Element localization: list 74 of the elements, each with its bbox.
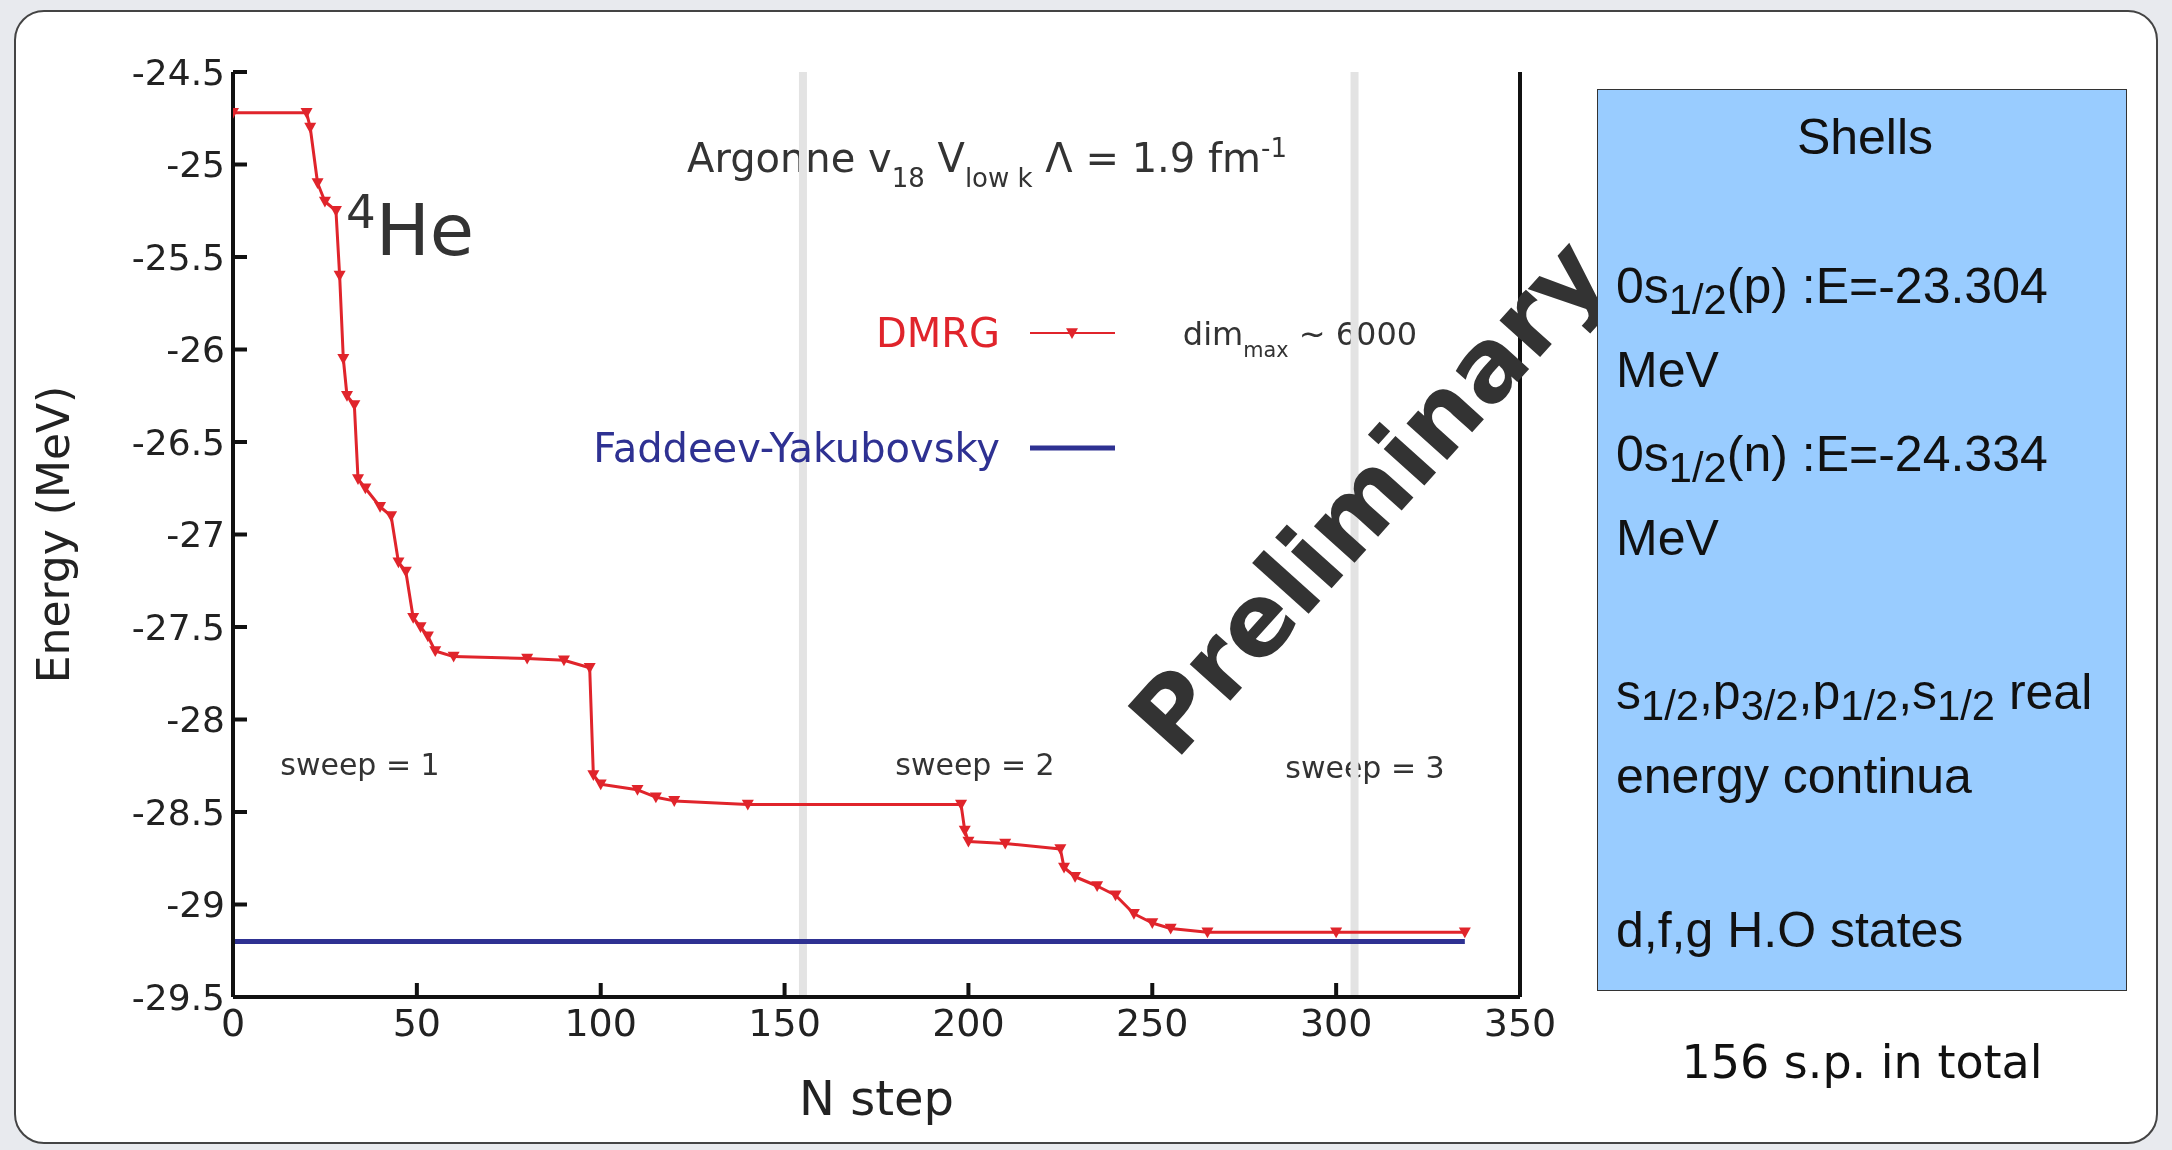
point bbox=[1054, 844, 1067, 855]
y-tick-label: -25.5 bbox=[131, 236, 225, 278]
text: 0s$_{1/2}$(p) :E=-23.304 MeV bbox=[1616, 258, 2048, 398]
y-tick-label: -25 bbox=[166, 144, 225, 186]
point bbox=[557, 655, 570, 667]
point bbox=[587, 770, 600, 781]
point bbox=[741, 799, 754, 811]
y-tick-label: -29 bbox=[166, 884, 225, 926]
x-tick-label: 250 bbox=[1116, 1000, 1189, 1045]
point bbox=[348, 400, 361, 411]
text: 0s$_{1/2}$(n) :E=-24.334 MeV bbox=[1616, 426, 2048, 566]
point bbox=[399, 566, 412, 578]
text: Shells bbox=[1796, 109, 1934, 165]
point bbox=[392, 557, 405, 569]
x-tick-label: 100 bbox=[564, 1000, 637, 1045]
point bbox=[300, 107, 313, 119]
text: Argonne v$_{18}$ V$_{low k}$ Λ = 1.9 fm$^{-1}$ bbox=[687, 132, 1287, 193]
y-tick-label: -26.5 bbox=[131, 421, 225, 463]
point bbox=[340, 390, 353, 402]
x-tick-label: 200 bbox=[932, 1000, 1005, 1045]
point bbox=[962, 836, 975, 848]
point bbox=[594, 779, 607, 791]
point bbox=[359, 483, 372, 495]
x-tick-label: 50 bbox=[392, 1000, 442, 1045]
y-tick-label: -27.5 bbox=[131, 606, 225, 648]
point bbox=[958, 825, 971, 837]
y-tick-label: -29.5 bbox=[131, 976, 225, 1018]
x-tick-label: 300 bbox=[1299, 1000, 1373, 1045]
point bbox=[421, 631, 434, 643]
annotation: sweep = 2 bbox=[895, 747, 1055, 782]
point bbox=[318, 196, 331, 208]
point bbox=[311, 178, 324, 189]
point bbox=[429, 646, 442, 658]
y-tick-label: -26 bbox=[166, 329, 225, 371]
point bbox=[385, 511, 398, 522]
point bbox=[1058, 862, 1071, 874]
y-tick-label: -27 bbox=[166, 514, 225, 556]
point bbox=[352, 474, 365, 485]
point bbox=[1069, 871, 1082, 883]
annotation: $^{4}$He bbox=[345, 185, 475, 272]
point bbox=[1091, 881, 1104, 892]
legend-label: Faddeev-Yakubovsky bbox=[593, 424, 1000, 471]
point bbox=[631, 785, 644, 796]
point bbox=[955, 799, 968, 811]
y-tick-label: -28.5 bbox=[131, 791, 225, 833]
point bbox=[337, 353, 350, 365]
point bbox=[583, 662, 596, 674]
text: d,f,g H.O states bbox=[1616, 902, 1964, 958]
x-tick-label: 150 bbox=[748, 1000, 821, 1045]
point bbox=[668, 796, 681, 807]
text: s$_{1/2}$,p$_{3/2}$,p$_{1/2}$,s$_{1/2}$ real energy continua bbox=[1616, 664, 2093, 804]
text: 156 s.p. in total bbox=[1681, 1035, 2043, 1089]
point bbox=[407, 612, 420, 624]
point bbox=[374, 501, 387, 513]
point bbox=[649, 792, 662, 804]
y-tick-label: -28 bbox=[166, 699, 225, 741]
point bbox=[1164, 923, 1177, 935]
point bbox=[1458, 927, 1471, 939]
point bbox=[1127, 908, 1140, 920]
point bbox=[1146, 918, 1159, 929]
x-tick-label: 350 bbox=[1483, 1000, 1557, 1045]
point bbox=[414, 622, 427, 633]
point bbox=[447, 651, 460, 663]
legend-label: DMRG bbox=[875, 309, 1000, 356]
annotation: sweep = 1 bbox=[280, 747, 440, 782]
point bbox=[521, 653, 534, 665]
point bbox=[304, 122, 317, 134]
y-axis-title: Energy (MeV) bbox=[27, 385, 79, 684]
y-tick-label: -24.5 bbox=[131, 51, 225, 93]
point bbox=[999, 838, 1012, 850]
x-axis-title: N step bbox=[799, 1070, 954, 1126]
point bbox=[1109, 890, 1122, 902]
point bbox=[1330, 927, 1343, 939]
point bbox=[1201, 927, 1214, 939]
